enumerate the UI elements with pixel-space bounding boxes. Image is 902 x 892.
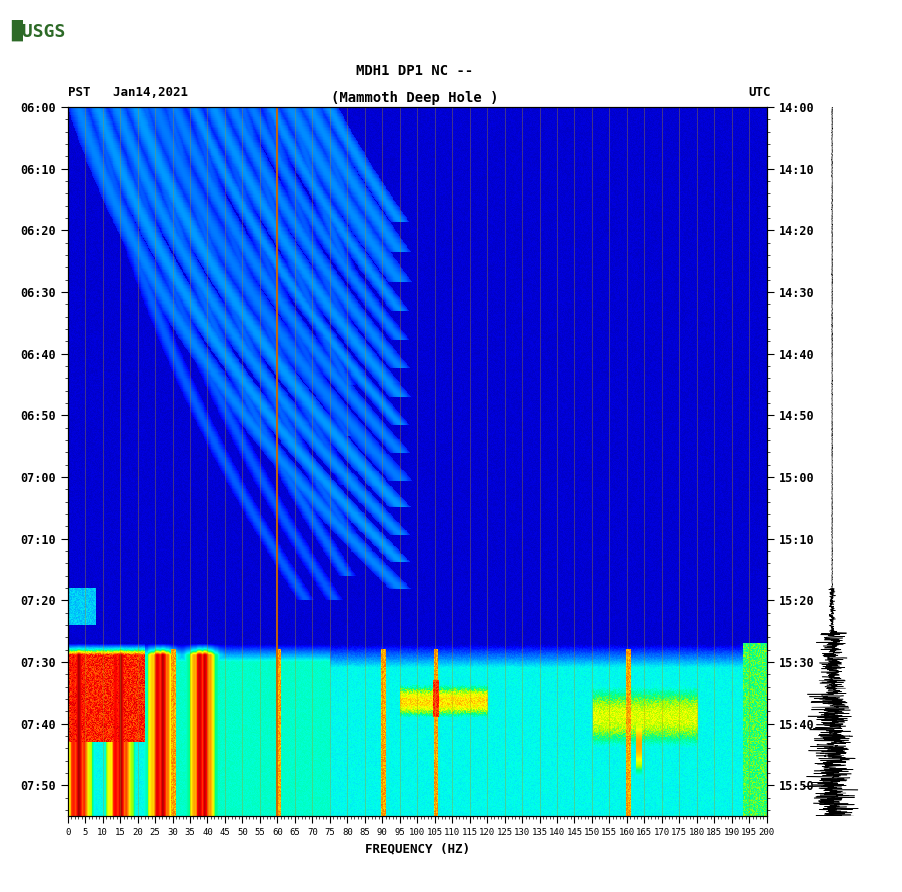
- Text: PST   Jan14,2021: PST Jan14,2021: [68, 87, 188, 99]
- Text: (Mammoth Deep Hole ): (Mammoth Deep Hole ): [331, 91, 499, 105]
- X-axis label: FREQUENCY (HZ): FREQUENCY (HZ): [364, 843, 470, 855]
- Text: UTC: UTC: [749, 87, 771, 99]
- Text: MDH1 DP1 NC --: MDH1 DP1 NC --: [356, 63, 474, 78]
- Text: █USGS: █USGS: [11, 20, 65, 41]
